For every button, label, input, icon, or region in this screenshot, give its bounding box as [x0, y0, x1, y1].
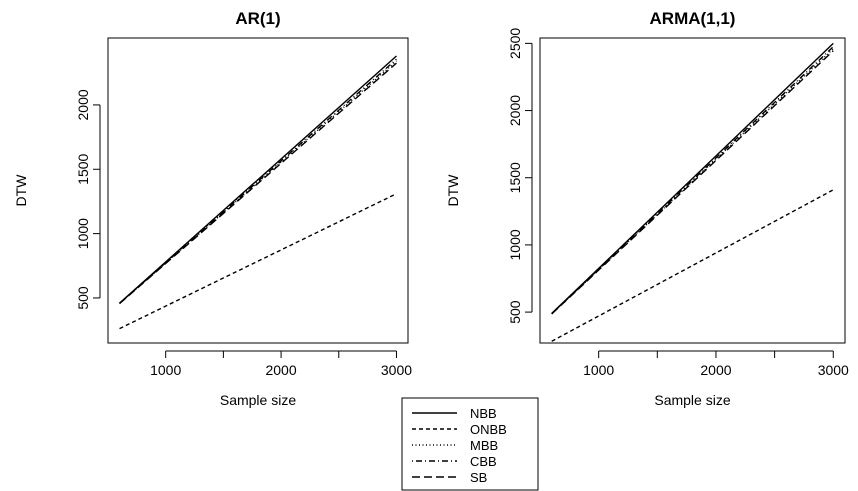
y-axis-label: DTW [445, 174, 461, 207]
x-axis-label: Sample size [220, 392, 296, 408]
x-tick-label: 3000 [818, 362, 849, 378]
x-tick-label: 1000 [583, 362, 614, 378]
legend-label-sb: SB [470, 470, 487, 485]
series-line-sb [119, 62, 397, 305]
x-axis-label: Sample size [654, 392, 730, 408]
x-tick-label: 3000 [381, 362, 412, 378]
y-tick-label: 2500 [507, 28, 523, 59]
plot-frame [539, 37, 846, 344]
y-tick-label: 500 [507, 300, 523, 324]
x-tick-label: 1000 [150, 362, 181, 378]
legend-label-mbb: MBB [470, 438, 498, 453]
y-tick-label: 1000 [75, 218, 91, 249]
plot-frame [107, 37, 409, 344]
series-line-mbb [551, 48, 834, 315]
series-line-sb [551, 50, 834, 315]
legend-label-cbb: CBB [470, 454, 497, 469]
chart-title: ARMA(1,1) [650, 9, 736, 28]
series-line-cbb [551, 46, 834, 315]
x-tick-label: 2000 [265, 362, 296, 378]
chart-title: AR(1) [235, 9, 280, 28]
series-line-onbb [119, 193, 397, 330]
legend-label-onbb: ONBB [470, 422, 507, 437]
y-tick-label: 2000 [75, 89, 91, 120]
y-tick-label: 1500 [507, 162, 523, 193]
x-tick-label: 2000 [700, 362, 731, 378]
series-line-onbb [551, 189, 834, 342]
y-tick-label: 500 [75, 286, 91, 310]
y-tick-label: 1000 [507, 229, 523, 260]
y-tick-label: 1500 [75, 153, 91, 184]
y-tick-label: 2000 [507, 95, 523, 126]
y-axis-label: DTW [13, 174, 29, 207]
chart-panel-2: ARMA(1,1) 1000 2000 3000 Sample size 500 1000 1… [445, 9, 849, 408]
series-line-nbb [119, 55, 397, 304]
legend-label-nbb: NBB [470, 406, 497, 421]
chart-panel-1: AR(1) 1000 2000 3000 Sample size 500 1000 1500 2… [13, 9, 412, 408]
